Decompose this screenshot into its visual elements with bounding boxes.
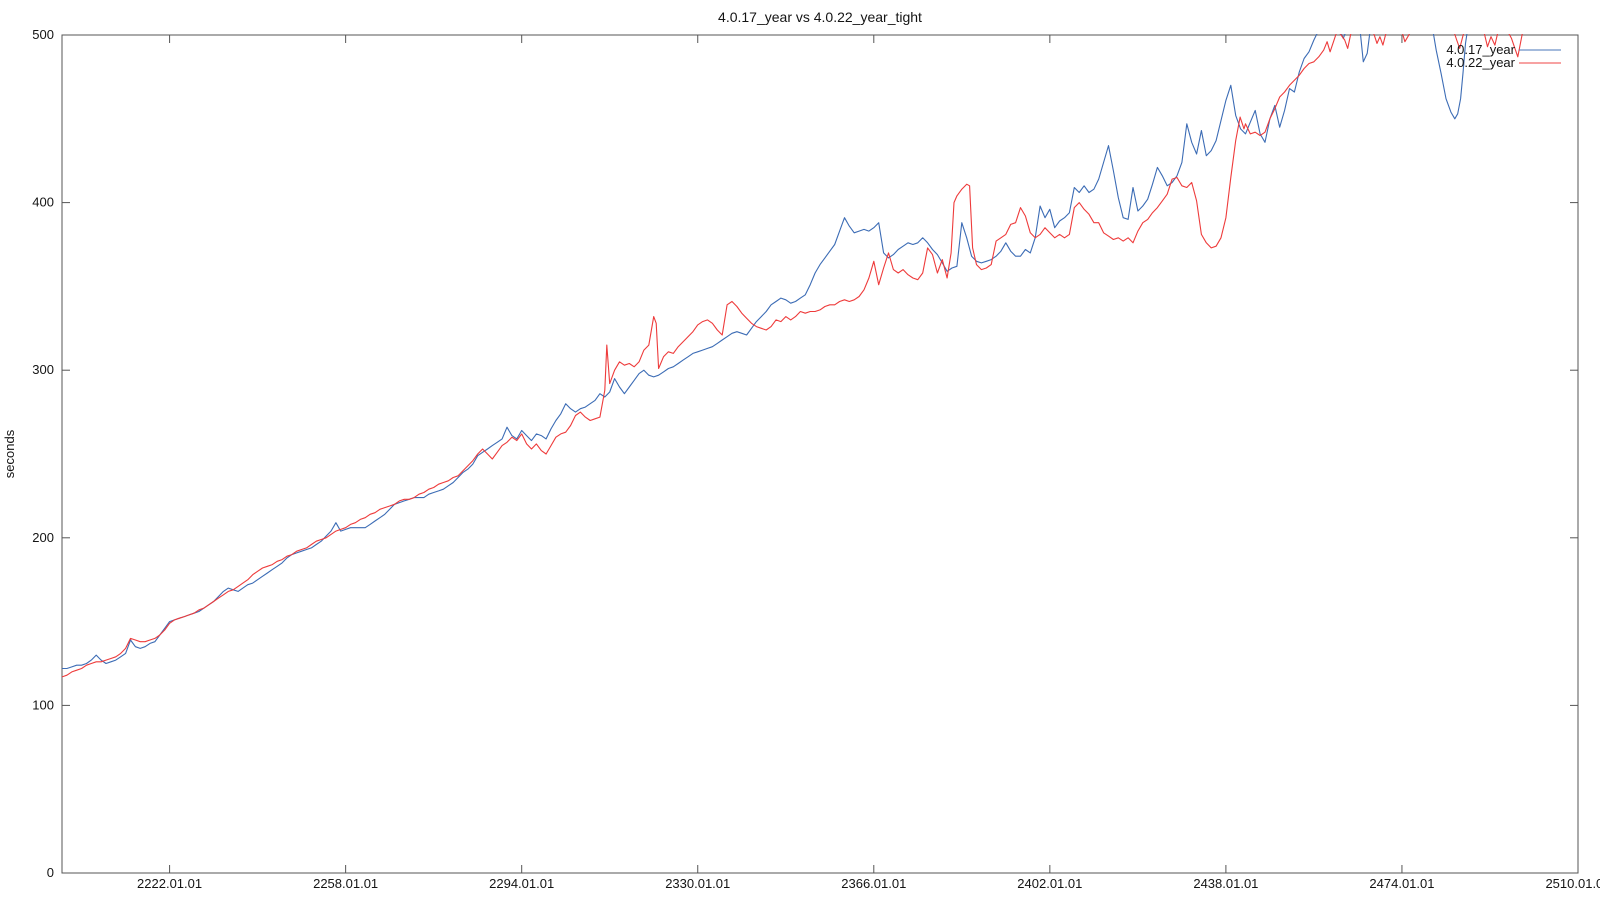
legend-label-4022: 4.0.22_year xyxy=(1446,55,1515,70)
x-tick-label: 2402.01.01 xyxy=(1017,876,1082,891)
x-tick-label: 2258.01.01 xyxy=(313,876,378,891)
x-tick-label: 2330.01.01 xyxy=(665,876,730,891)
legend-label-4017: 4.0.17_year xyxy=(1446,42,1515,57)
chart-title: 4.0.17_year vs 4.0.22_year_tight xyxy=(718,9,922,25)
y-tick-label: 500 xyxy=(32,27,54,42)
series-line-4.0.17_year xyxy=(62,34,1468,670)
series-layer xyxy=(62,34,1523,678)
y-tick-label: 0 xyxy=(47,865,54,880)
series-line-4.0.22_year xyxy=(62,34,1523,678)
legend: 4.0.17_year 4.0.22_year xyxy=(1446,42,1561,70)
x-tick-label: 2222.01.01 xyxy=(137,876,202,891)
x-tick-label: 2366.01.01 xyxy=(841,876,906,891)
x-tick-label: 2438.01.01 xyxy=(1193,876,1258,891)
y-tick-label: 200 xyxy=(32,530,54,545)
x-tick-label: 2510.01.01 xyxy=(1545,876,1600,891)
y-tick-label: 400 xyxy=(32,195,54,210)
y-tick-label: 300 xyxy=(32,362,54,377)
y-axis-label: seconds xyxy=(2,429,17,478)
y-tick-label: 100 xyxy=(32,697,54,712)
plot-border xyxy=(61,34,1579,874)
x-tick-label: 2294.01.01 xyxy=(489,876,554,891)
x-tick-label: 2474.01.01 xyxy=(1369,876,1434,891)
axis-ticks: 2222.01.01 2258.01.01 2294.01.01 2330.01.01… xyxy=(32,27,1600,891)
